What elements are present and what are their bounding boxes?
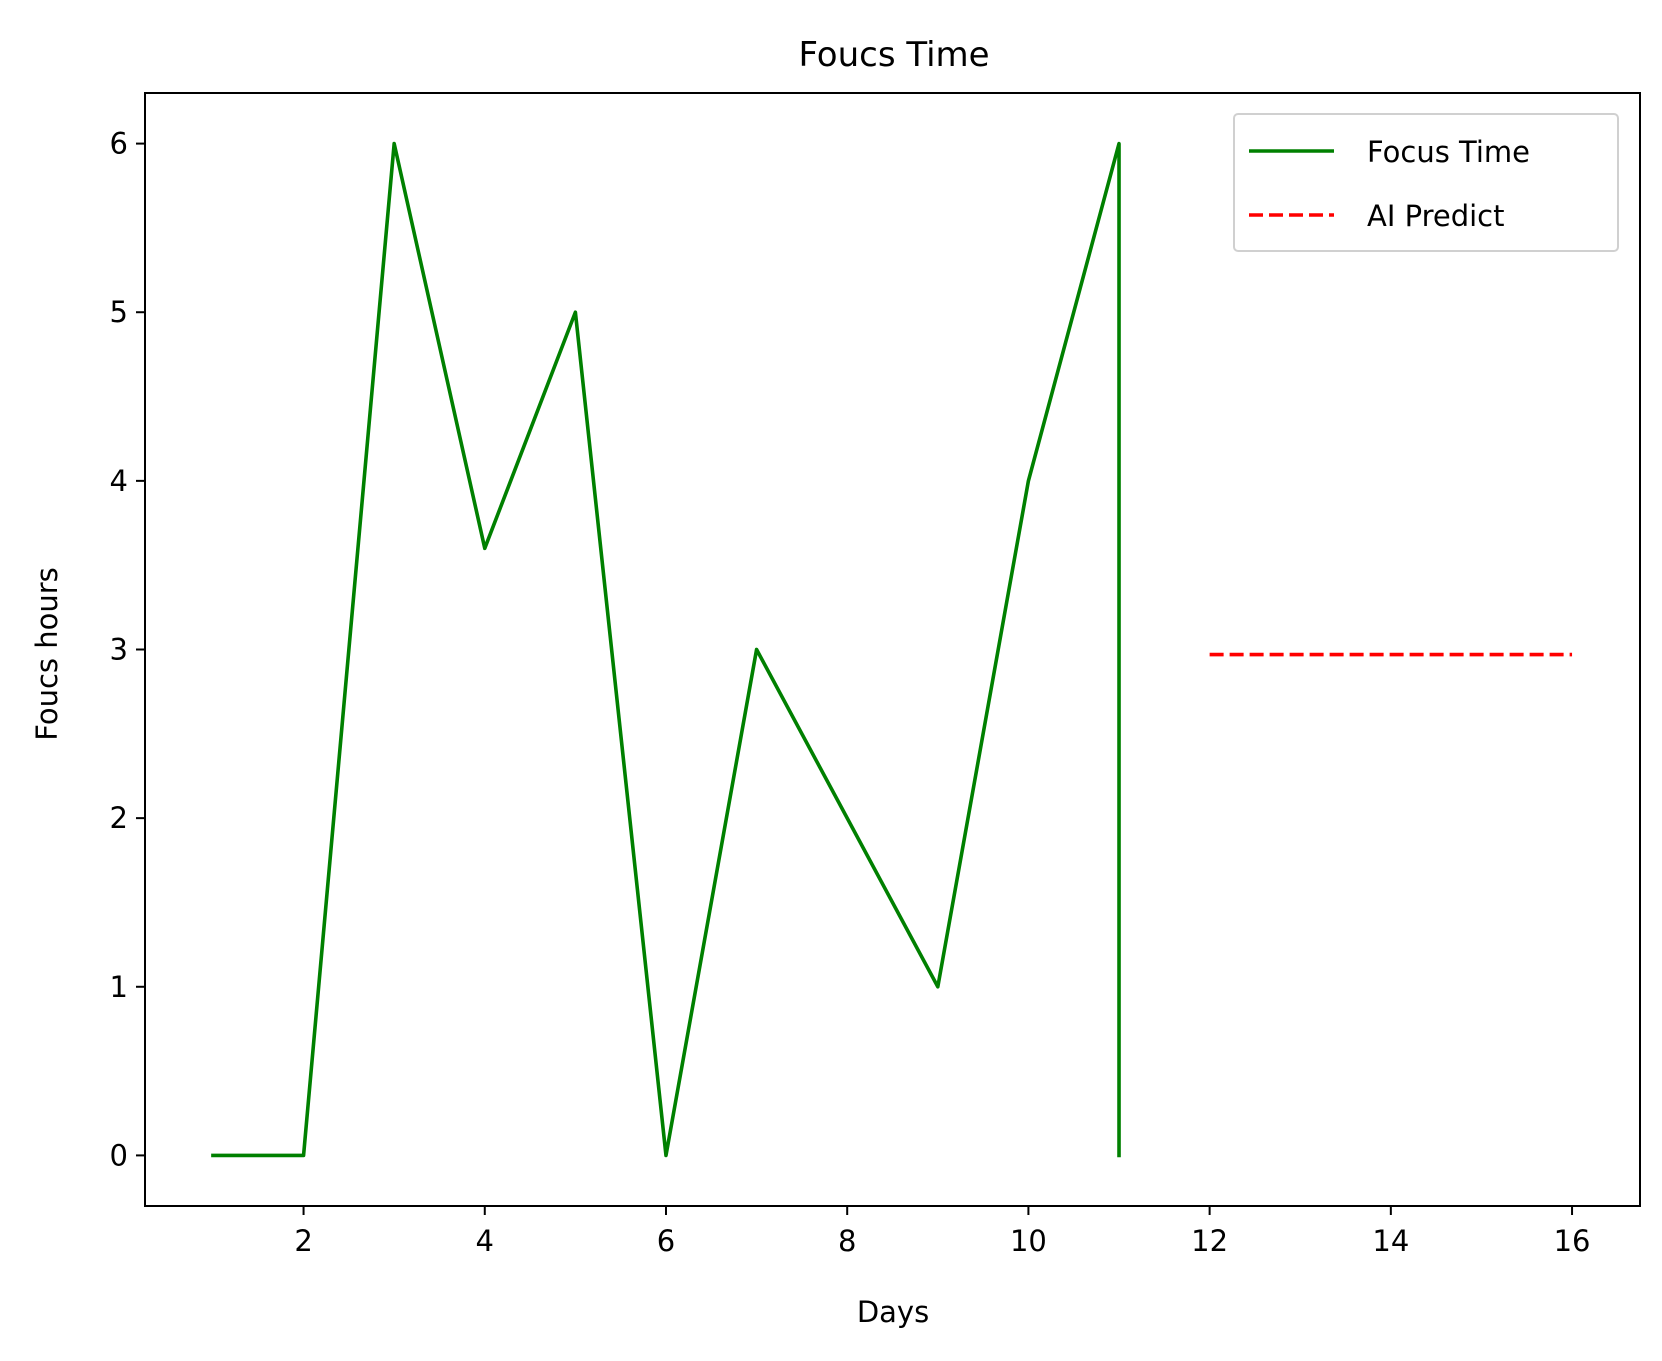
x-tick-label: 4 [476, 1224, 494, 1258]
y-tick-label: 3 [110, 633, 128, 667]
x-tick-label: 12 [1191, 1224, 1228, 1258]
legend: Focus Time AI Predict [1233, 113, 1619, 252]
x-tick-label: 10 [1010, 1224, 1047, 1258]
x-tick-label: 14 [1372, 1224, 1409, 1258]
x-tick-label: 6 [657, 1224, 675, 1258]
legend-label: AI Predict [1367, 199, 1505, 233]
chart-title: Foucs Time [798, 35, 989, 75]
y-tick-label: 4 [110, 464, 128, 498]
y-tick-label: 5 [110, 295, 128, 329]
x-tick-label: 2 [294, 1224, 312, 1258]
y-tick-label: 0 [110, 1138, 128, 1172]
y-axis-label: Foucs hours [30, 567, 64, 741]
x-axis-label: Days [857, 1295, 929, 1329]
y-tick-label: 2 [110, 801, 128, 835]
x-tick-label: 8 [838, 1224, 856, 1258]
x-tick-label: 16 [1554, 1224, 1591, 1258]
legend-label: Focus Time [1367, 135, 1530, 169]
y-tick-label: 6 [110, 127, 128, 161]
y-tick-label: 1 [110, 970, 128, 1004]
series-line-1 [211, 141, 1121, 1158]
